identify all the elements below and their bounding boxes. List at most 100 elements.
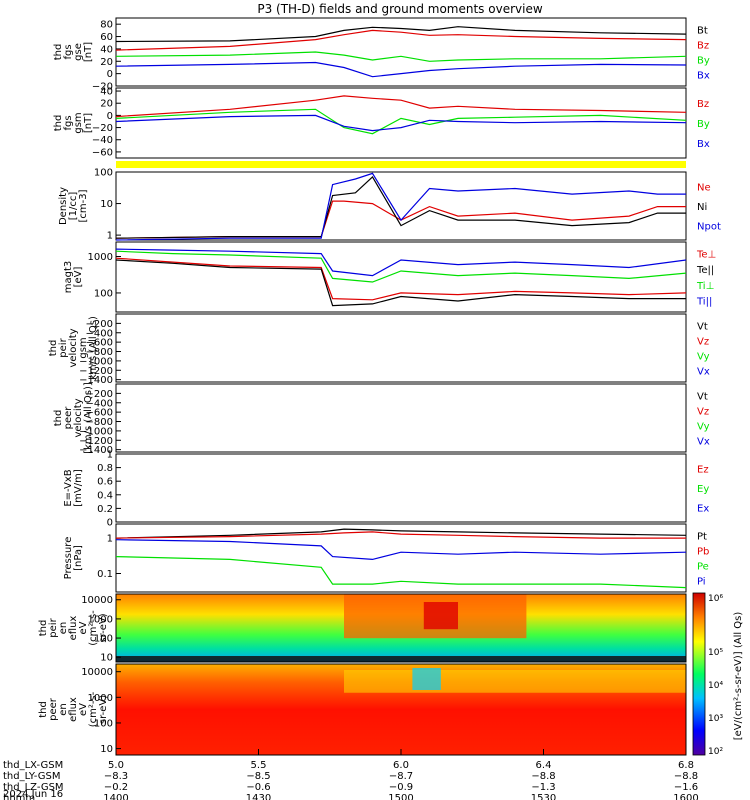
y-tick-label: 10 xyxy=(100,199,113,210)
y-axis-label-line: fgs xyxy=(63,44,74,59)
y-axis-label-line: en xyxy=(58,703,69,716)
legend-entry: Bx xyxy=(697,139,710,150)
legend-entry: Pb xyxy=(697,546,709,557)
colorbar-tick: 10⁶ xyxy=(708,594,723,604)
legend-entry: Vt xyxy=(697,391,708,402)
panel-frame xyxy=(115,313,687,383)
legend-entry: Bx xyxy=(697,71,710,82)
legend-entry: Ey xyxy=(697,484,709,495)
legend-entry: Npot xyxy=(697,221,721,232)
panel-frame xyxy=(115,593,687,663)
x-tick-label: −0.6 xyxy=(246,782,270,793)
x-row-label: thd_LY-GSM xyxy=(3,771,60,782)
legend-entry: Ez xyxy=(697,465,709,476)
spectrogram-region xyxy=(344,670,686,693)
series-line-Te⊥ xyxy=(115,257,687,301)
x-tick-label: 1400 xyxy=(103,793,128,800)
series-line-Ti|| xyxy=(115,248,687,277)
y-tick-label: 0 xyxy=(107,518,113,529)
y-tick-label: −400 xyxy=(86,398,113,409)
x-tick-label: −1.3 xyxy=(531,782,555,793)
y-tick-label: 0.8 xyxy=(97,463,113,474)
y-tick-label: 1000 xyxy=(88,252,113,263)
x-tick-label: −8.5 xyxy=(246,771,270,782)
x-tick-label: −8.7 xyxy=(389,771,413,782)
series-line-Te|| xyxy=(115,259,686,307)
series-line-Bz xyxy=(115,95,687,118)
panel-peir_velocity: −1400−1200−1000−800−600−400−200 Vt Vz Vy Vx t… xyxy=(48,313,710,386)
y-tick-label: 0.2 xyxy=(97,504,113,515)
colorbar-tick: 10⁴ xyxy=(708,681,723,691)
y-tick-label: 10000 xyxy=(81,595,113,606)
series-line-Bx xyxy=(115,61,687,78)
series-line-Bt xyxy=(115,26,687,43)
legend-entry: Ne xyxy=(697,183,711,194)
y-axis-label: Density[1/cc][cm-3] xyxy=(58,187,89,225)
y-tick-label: 0.6 xyxy=(97,477,113,488)
x-tick-label: −8.3 xyxy=(104,771,128,782)
y-tick-label: 20 xyxy=(100,57,113,68)
y-tick-label: −60 xyxy=(92,147,113,158)
legend-entry: Ti⊥ xyxy=(696,281,714,292)
legend-entry: By xyxy=(697,119,710,130)
y-tick-label: −200 xyxy=(86,319,113,330)
colorbar-tick: 10² xyxy=(708,747,723,757)
y-axis-label-line: (cm²-s- xyxy=(88,610,99,646)
series-line-Pt xyxy=(115,528,687,539)
legend-entry: Vy xyxy=(697,422,710,433)
x-row-label: hhmm xyxy=(3,793,35,800)
y-axis-label: thdpeervelocity[km/s (All Qs)] xyxy=(53,382,94,454)
y-tick-label: −20 xyxy=(92,123,113,134)
y-axis-label-line: thd xyxy=(48,340,59,357)
series-line-Ti⊥ xyxy=(115,250,687,283)
y-axis-label-line: gsm xyxy=(78,337,89,358)
legend-entry: By xyxy=(697,56,710,67)
y-tick-label: 100 xyxy=(94,634,113,645)
y-tick-label: 1000 xyxy=(88,693,113,704)
y-tick-label: −40 xyxy=(92,135,113,146)
y-tick-label: −1000 xyxy=(79,426,113,437)
series-line-Bx xyxy=(115,114,687,132)
y-tick-label: −200 xyxy=(86,389,113,400)
y-tick-label: −800 xyxy=(86,417,113,428)
legend-entry: Vx xyxy=(697,367,710,378)
y-axis-label-line: en xyxy=(58,622,69,635)
y-tick-label: −600 xyxy=(86,338,113,349)
y-tick-label: −800 xyxy=(86,347,113,358)
y-axis-label-line: eV xyxy=(78,621,89,634)
y-axis-label-line: [1/cc] xyxy=(68,192,79,221)
legend-entry: Pe xyxy=(697,562,709,573)
legend-entry: Vz xyxy=(697,406,709,417)
legend-entry: Pt xyxy=(697,531,707,542)
colorbar: 10² 10³ 10⁴ 10⁵ 10⁶ [eV/(cm²-s-sr-eV)] (… xyxy=(692,592,744,757)
y-tick-label: 40 xyxy=(100,87,113,98)
y-axis-label-line: [eV] xyxy=(73,267,84,288)
panels: −20020406080BtBzByBxthdfgsgse[nT]−60−40−… xyxy=(38,17,721,756)
spectrogram-region xyxy=(423,602,458,630)
y-axis-label-line: velocity xyxy=(73,398,84,437)
colorbar-tick: 10³ xyxy=(708,714,723,724)
y-axis-label-line: sr-eV) xyxy=(98,695,109,724)
spectrogram-noise-band xyxy=(116,656,686,662)
panel-pressure: 0.1 1 Pt Pb Pe Pi Pressure[nPa] xyxy=(63,523,709,593)
y-tick-label: 1 xyxy=(107,231,113,242)
y-axis-label-line: eflux xyxy=(68,697,79,722)
panel-peer_spec: 10 100 1000 10000 thdpeerenefluxeV(cm²-s-sr-… xyxy=(38,663,687,756)
panel-efield: 0 0.2 0.4 0.6 0.8 1 Ez Ey Ex E=-VxB[mV/m] xyxy=(63,450,709,529)
y-axis-label-line: km/s (All Qs) xyxy=(88,316,99,380)
y-tick-label: 0.1 xyxy=(97,569,113,580)
y-tick-label: −1400 xyxy=(79,445,113,456)
y-axis-label-line: peir xyxy=(58,337,69,357)
legend-entry: Te|| xyxy=(696,265,714,276)
series-line-By xyxy=(115,108,687,135)
x-tick-label: 1530 xyxy=(531,793,556,800)
legend-entry: Bt xyxy=(697,25,708,36)
y-tick-label: −600 xyxy=(86,408,113,419)
y-tick-label: −1400 xyxy=(79,375,113,386)
y-axis-label-line: peer xyxy=(48,697,59,721)
panel-frame xyxy=(115,453,687,523)
panel-frame xyxy=(115,17,687,87)
